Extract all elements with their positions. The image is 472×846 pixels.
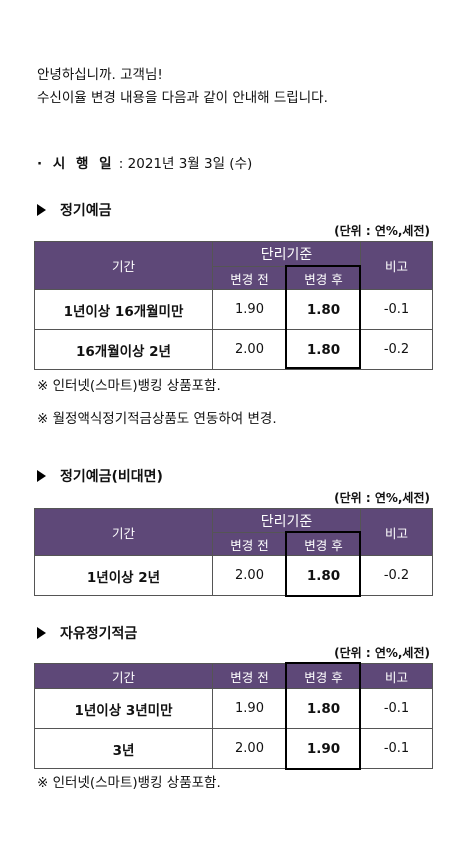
table-row: 16개월이상 2년 2.00 1.80 -0.2 xyxy=(34,329,433,370)
section2-title-text: 정기예금(비대면) xyxy=(60,469,163,485)
section2-title: 정기예금(비대면) xyxy=(37,466,163,486)
before-cell: 1.90 xyxy=(212,688,287,729)
table-row: 1년이상 2년 2.00 1.80 -0.2 xyxy=(34,555,433,596)
simple-rate-header: 단리기준 xyxy=(212,241,361,267)
effective-date: · 시 행 일 : 2021년 3월 3일 (수) xyxy=(37,152,252,172)
triangle-bullet-icon xyxy=(37,204,46,216)
after-cell: 1.80 xyxy=(286,555,361,596)
notice-line: 수신이율 변경 내용을 다음과 같이 안내해 드립니다. xyxy=(37,90,328,106)
section1-title-text: 정기예금 xyxy=(60,203,112,219)
section3-title: 자유정기적금 xyxy=(37,623,137,643)
after-header: 변경 후 xyxy=(286,266,361,290)
note-cell: -0.1 xyxy=(360,289,433,330)
note-cell: -0.2 xyxy=(360,329,433,370)
note-cell: -0.2 xyxy=(360,555,433,596)
after-cell: 1.80 xyxy=(286,329,361,370)
before-cell: 2.00 xyxy=(212,555,287,596)
table-row: 1년이상 16개월미만 1.90 1.80 -0.1 xyxy=(34,289,433,330)
after-cell: 1.90 xyxy=(286,728,361,769)
after-cell: 1.80 xyxy=(286,289,361,330)
section1-note-1: ※ 인터넷(스마트)뱅킹 상품포함. xyxy=(37,378,221,394)
period-cell: 1년이상 2년 xyxy=(34,555,213,596)
before-cell: 1.90 xyxy=(212,289,287,330)
period-header: 기간 xyxy=(34,663,213,689)
after-header: 변경 후 xyxy=(286,532,361,556)
effective-date-label: · 시 행 일 xyxy=(37,156,115,172)
greeting-line: 안녕하십니까. 고객님! xyxy=(37,67,163,83)
section1-unit: (단위 : 연%,세전) xyxy=(334,224,430,238)
simple-rate-header: 단리기준 xyxy=(212,508,361,533)
note-header: 비고 xyxy=(360,241,433,290)
triangle-bullet-icon xyxy=(37,627,46,639)
note-cell: -0.1 xyxy=(360,688,433,729)
section3-note-1: ※ 인터넷(스마트)뱅킹 상품포함. xyxy=(37,775,221,791)
after-header: 변경 후 xyxy=(286,663,361,689)
before-header: 변경 전 xyxy=(212,532,287,556)
period-header: 기간 xyxy=(34,241,213,290)
note-header: 비고 xyxy=(360,663,433,689)
period-header: 기간 xyxy=(34,508,213,556)
note-header: 비고 xyxy=(360,508,433,556)
section1-note-2: ※ 월정액식정기적금상품도 연동하여 변경. xyxy=(37,411,277,427)
period-cell: 3년 xyxy=(34,728,213,769)
note-cell: -0.1 xyxy=(360,728,433,769)
effective-date-value: : 2021년 3월 3일 (수) xyxy=(118,156,253,172)
period-cell: 1년이상 3년미만 xyxy=(34,688,213,729)
section3-title-text: 자유정기적금 xyxy=(60,626,138,642)
section2-unit: (단위 : 연%,세전) xyxy=(334,491,430,505)
table-row: 3년 2.00 1.90 -0.1 xyxy=(34,728,433,769)
before-header: 변경 전 xyxy=(212,266,287,290)
after-cell: 1.80 xyxy=(286,688,361,729)
triangle-bullet-icon xyxy=(37,470,46,482)
intro-text: 안녕하십니까. 고객님! 수신이율 변경 내용을 다음과 같이 안내해 드립니다… xyxy=(37,64,328,110)
before-header: 변경 전 xyxy=(212,663,287,689)
period-cell: 1년이상 16개월미만 xyxy=(34,289,213,330)
section1-title: 정기예금 xyxy=(37,200,112,220)
before-cell: 2.00 xyxy=(212,728,287,769)
table-row: 1년이상 3년미만 1.90 1.80 -0.1 xyxy=(34,688,433,729)
period-cell: 16개월이상 2년 xyxy=(34,329,213,370)
section1-rate-table: 기간 단리기준 비고 변경 전 변경 후 1년이상 16개월미만 1.90 1.… xyxy=(34,241,433,370)
section3-rate-table: 기간 변경 전 변경 후 비고 1년이상 3년미만 1.90 1.80 -0.1… xyxy=(34,663,433,769)
section3-unit: (단위 : 연%,세전) xyxy=(334,646,430,660)
section2-rate-table: 기간 단리기준 비고 변경 전 변경 후 1년이상 2년 2.00 1.80 -… xyxy=(34,508,433,596)
before-cell: 2.00 xyxy=(212,329,287,370)
